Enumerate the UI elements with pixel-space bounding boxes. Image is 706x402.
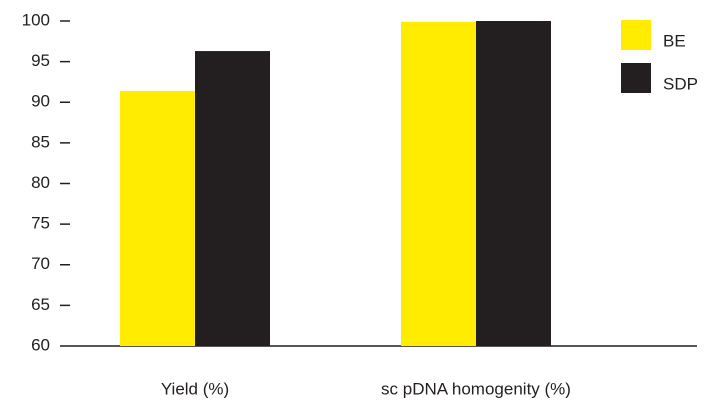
bar [195,51,270,346]
y-tick-label: 90 [31,92,50,111]
y-tick-label: 65 [31,295,50,314]
bar [120,90,195,346]
bar [401,21,476,346]
x-tick-label: Yield (%) [161,379,229,398]
bar [476,21,551,346]
legend-label: SDP [663,74,698,93]
legend-label: BE [663,31,686,50]
legend-swatch [621,63,651,93]
y-tick-label: 80 [31,173,50,192]
y-tick-label: 75 [31,214,50,233]
legend-swatch [621,20,651,50]
x-tick-label: sc pDNA homogenity (%) [381,379,571,398]
y-tick-label: 100 [22,10,50,29]
y-tick-label: 85 [31,132,50,151]
y-tick-label: 60 [31,335,50,354]
y-tick-label: 70 [31,254,50,273]
y-tick-label: 95 [31,51,50,70]
